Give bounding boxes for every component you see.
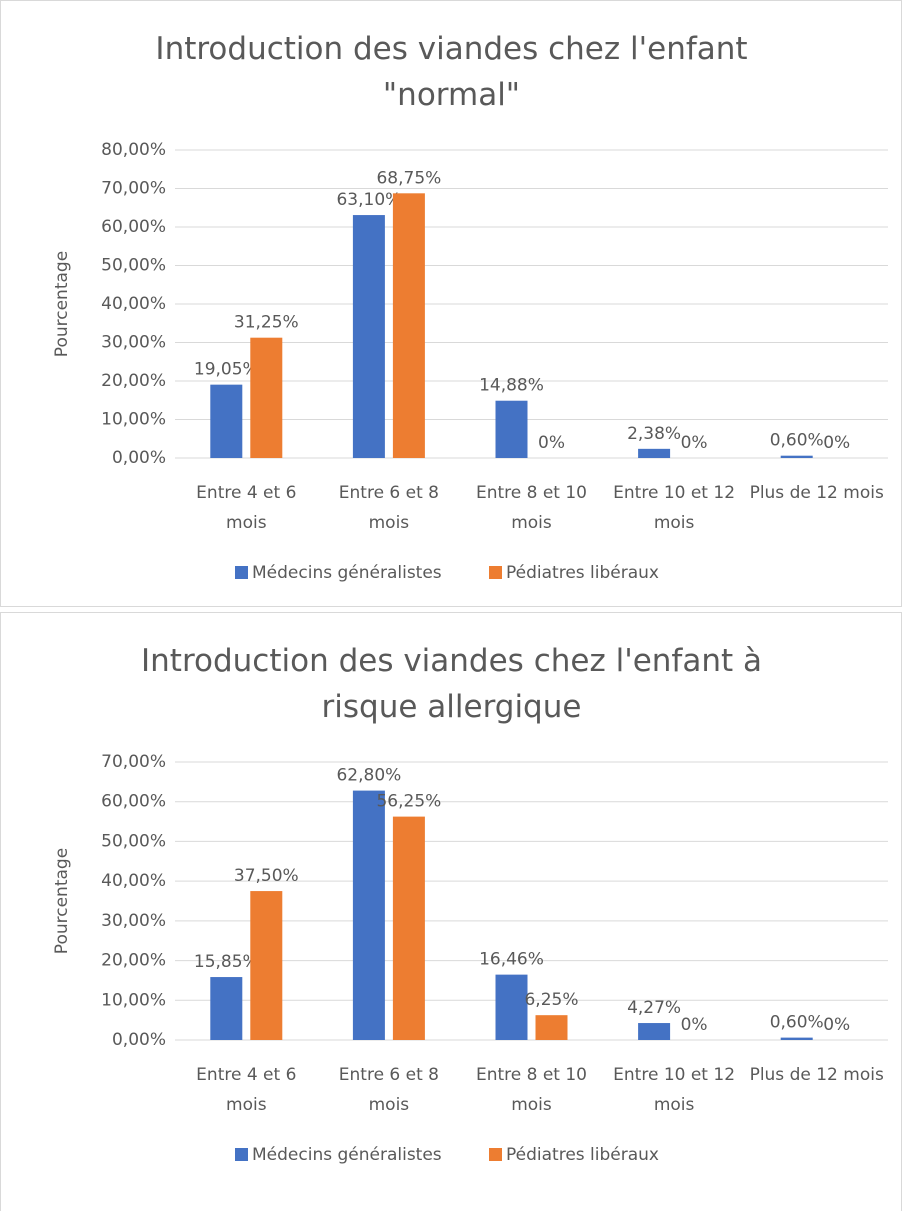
legend-swatch xyxy=(489,566,502,579)
x-tick-label: Plus de 12 mois xyxy=(749,1065,884,1085)
data-label: 63,10% xyxy=(336,190,401,210)
data-label: 62,80% xyxy=(336,766,401,786)
bar xyxy=(210,977,243,1040)
x-tick-label-box: Entre 10 et 12 mois xyxy=(613,483,736,533)
x-tick-label: Entre 4 et 6 mois xyxy=(196,483,297,533)
bar xyxy=(495,974,528,1040)
x-tick-label-box: Entre 8 et 10 mois xyxy=(475,1065,587,1115)
y-tick-label: 40,00% xyxy=(101,294,166,314)
data-label: 2,38% xyxy=(627,424,681,444)
bar xyxy=(392,193,425,458)
data-label: 14,88% xyxy=(479,376,544,396)
x-tick-label: Entre 10 et 12 mois xyxy=(613,483,736,533)
bar xyxy=(352,215,385,458)
y-tick-label: 70,00% xyxy=(101,752,166,772)
chart-frame xyxy=(0,612,902,1211)
legend-label: Médecins généralistes xyxy=(252,563,442,583)
x-tick-label: Entre 4 et 6 mois xyxy=(196,1065,297,1115)
y-axis-label: Pourcentage xyxy=(52,848,72,954)
x-tick-label: Entre 6 et 8 mois xyxy=(338,483,439,533)
bar xyxy=(495,400,528,458)
y-tick-label: 20,00% xyxy=(101,371,166,391)
data-label: 0% xyxy=(823,1015,850,1035)
data-label: 0,60% xyxy=(770,431,824,451)
y-tick-label: 10,00% xyxy=(101,990,166,1010)
legend-label: Médecins généralistes xyxy=(252,1145,442,1165)
y-axis-label: Pourcentage xyxy=(52,251,72,357)
x-tick-label: Entre 8 et 10 mois xyxy=(475,483,587,533)
chart-title-box: Introduction des viandes chez l'enfant "… xyxy=(155,31,748,113)
legend-swatch xyxy=(235,1148,248,1161)
data-label: 68,75% xyxy=(376,168,441,188)
x-tick-label-box: Entre 4 et 6 mois xyxy=(196,483,297,533)
bar xyxy=(638,448,671,458)
y-tick-label: 50,00% xyxy=(101,256,166,276)
x-tick-label-box: Entre 10 et 12 mois xyxy=(613,1065,736,1115)
bar xyxy=(352,790,385,1040)
bar xyxy=(250,891,283,1040)
bar xyxy=(780,455,813,458)
bar xyxy=(210,384,243,458)
y-tick-label: 30,00% xyxy=(101,333,166,353)
y-tick-label: 70,00% xyxy=(101,179,166,199)
x-tick-label-box: Plus de 12 mois xyxy=(749,483,884,503)
chart-title: Introduction des viandes chez l'enfant "… xyxy=(155,31,748,113)
data-label: 6,25% xyxy=(524,990,578,1010)
legend-swatch xyxy=(489,1148,502,1161)
bar xyxy=(392,816,425,1040)
y-tick-label: 30,00% xyxy=(101,911,166,931)
y-tick-label: 40,00% xyxy=(101,871,166,891)
y-tick-label: 0,00% xyxy=(112,448,166,468)
data-label: 0% xyxy=(681,1015,708,1035)
legend-label: Pédiatres libéraux xyxy=(506,1145,659,1165)
x-tick-label-box: Plus de 12 mois xyxy=(749,1065,884,1085)
data-label: 0% xyxy=(681,433,708,453)
data-label: 15,85% xyxy=(194,952,259,972)
y-tick-label: 20,00% xyxy=(101,951,166,971)
data-label: 37,50% xyxy=(234,866,299,886)
y-tick-label: 10,00% xyxy=(101,410,166,430)
chart-title: Introduction des viandes chez l'enfant à… xyxy=(141,643,762,725)
bar xyxy=(638,1023,671,1040)
x-tick-label: Plus de 12 mois xyxy=(749,483,884,503)
bar xyxy=(780,1037,813,1040)
bar xyxy=(535,1015,568,1040)
data-label: 56,25% xyxy=(376,792,441,812)
bar xyxy=(250,337,283,458)
x-tick-label-box: Entre 6 et 8 mois xyxy=(338,1065,439,1115)
x-tick-label-box: Entre 8 et 10 mois xyxy=(475,483,587,533)
y-tick-label: 60,00% xyxy=(101,217,166,237)
x-tick-label: Entre 6 et 8 mois xyxy=(338,1065,439,1115)
x-tick-label-box: Entre 6 et 8 mois xyxy=(338,483,439,533)
data-label: 16,46% xyxy=(479,950,544,970)
legend-swatch xyxy=(235,566,248,579)
y-tick-label: 50,00% xyxy=(101,831,166,851)
data-label: 4,27% xyxy=(627,998,681,1018)
x-tick-label: Entre 8 et 10 mois xyxy=(475,1065,587,1115)
y-tick-label: 60,00% xyxy=(101,792,166,812)
x-tick-label-box: Entre 4 et 6 mois xyxy=(196,1065,297,1115)
data-label: 0,60% xyxy=(770,1013,824,1033)
x-tick-label: Entre 10 et 12 mois xyxy=(613,1065,736,1115)
data-label: 31,25% xyxy=(234,313,299,333)
data-label: 0% xyxy=(823,433,850,453)
y-tick-label: 0,00% xyxy=(112,1030,166,1050)
chart-title-box: Introduction des viandes chez l'enfant à… xyxy=(141,643,762,725)
data-label: 0% xyxy=(538,433,565,453)
data-label: 19,05% xyxy=(194,360,259,380)
y-tick-label: 80,00% xyxy=(101,140,166,160)
legend-label: Pédiatres libéraux xyxy=(506,563,659,583)
